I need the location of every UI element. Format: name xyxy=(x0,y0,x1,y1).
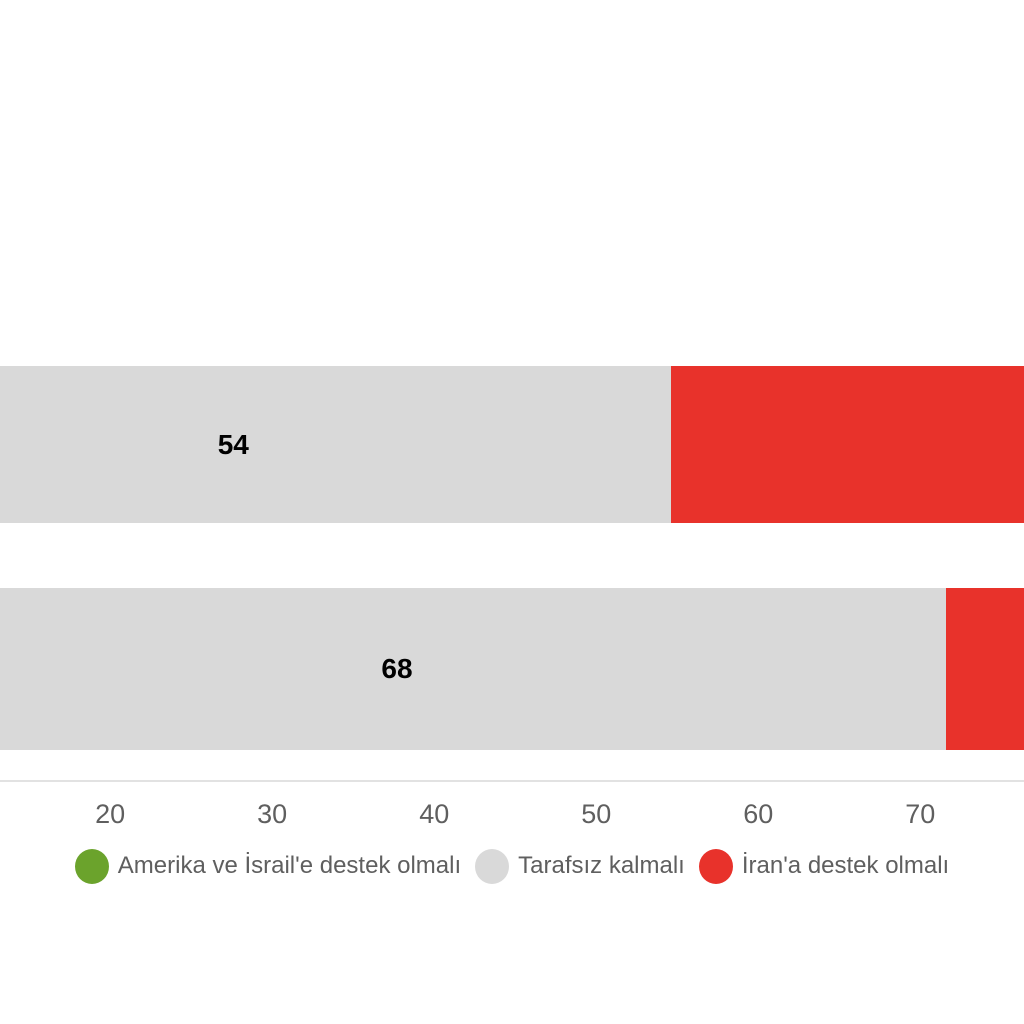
legend-marker-dot xyxy=(74,848,109,884)
bar-data-label: 54 xyxy=(217,428,249,460)
legend: Amerika ve İsrail'e destek olmalı Tarafsı… xyxy=(0,848,1024,884)
bar-segment xyxy=(0,588,947,750)
legend-item-label: Tarafsız kalmalı xyxy=(518,852,685,879)
legend-item: İran'a destek olmalı xyxy=(698,848,950,884)
bar-data-label: 68 xyxy=(381,653,413,684)
x-axis-tick-label: 30 xyxy=(257,799,288,829)
bar-row: 54 xyxy=(0,366,1024,523)
legend-marker-dot xyxy=(698,848,733,884)
x-axis-tick-label: 40 xyxy=(419,799,450,829)
bar-segment xyxy=(670,366,1024,523)
bar-segment xyxy=(0,366,671,523)
legend-item: Amerika ve İsrail'e destek olmalı xyxy=(74,848,462,884)
legend-item-label: Amerika ve İsrail'e destek olmalı xyxy=(117,852,462,879)
x-axis-tick-label: 20 xyxy=(95,799,126,829)
x-axis-tick-label: 70 xyxy=(905,799,936,829)
legend-item-label: İran'a destek olmalı xyxy=(741,852,950,879)
x-axis-ticks: 20 30 40 50 60 70 xyxy=(0,797,1024,831)
x-axis-tick-label: 50 xyxy=(581,799,612,829)
x-axis-tick-label: 60 xyxy=(743,799,774,829)
bar-segment xyxy=(946,588,1024,750)
legend-marker-dot xyxy=(475,848,510,884)
bar-row: 68 xyxy=(0,588,1024,750)
x-axis-line xyxy=(0,780,1024,782)
legend-item: Tarafsız kalmalı xyxy=(475,848,685,884)
